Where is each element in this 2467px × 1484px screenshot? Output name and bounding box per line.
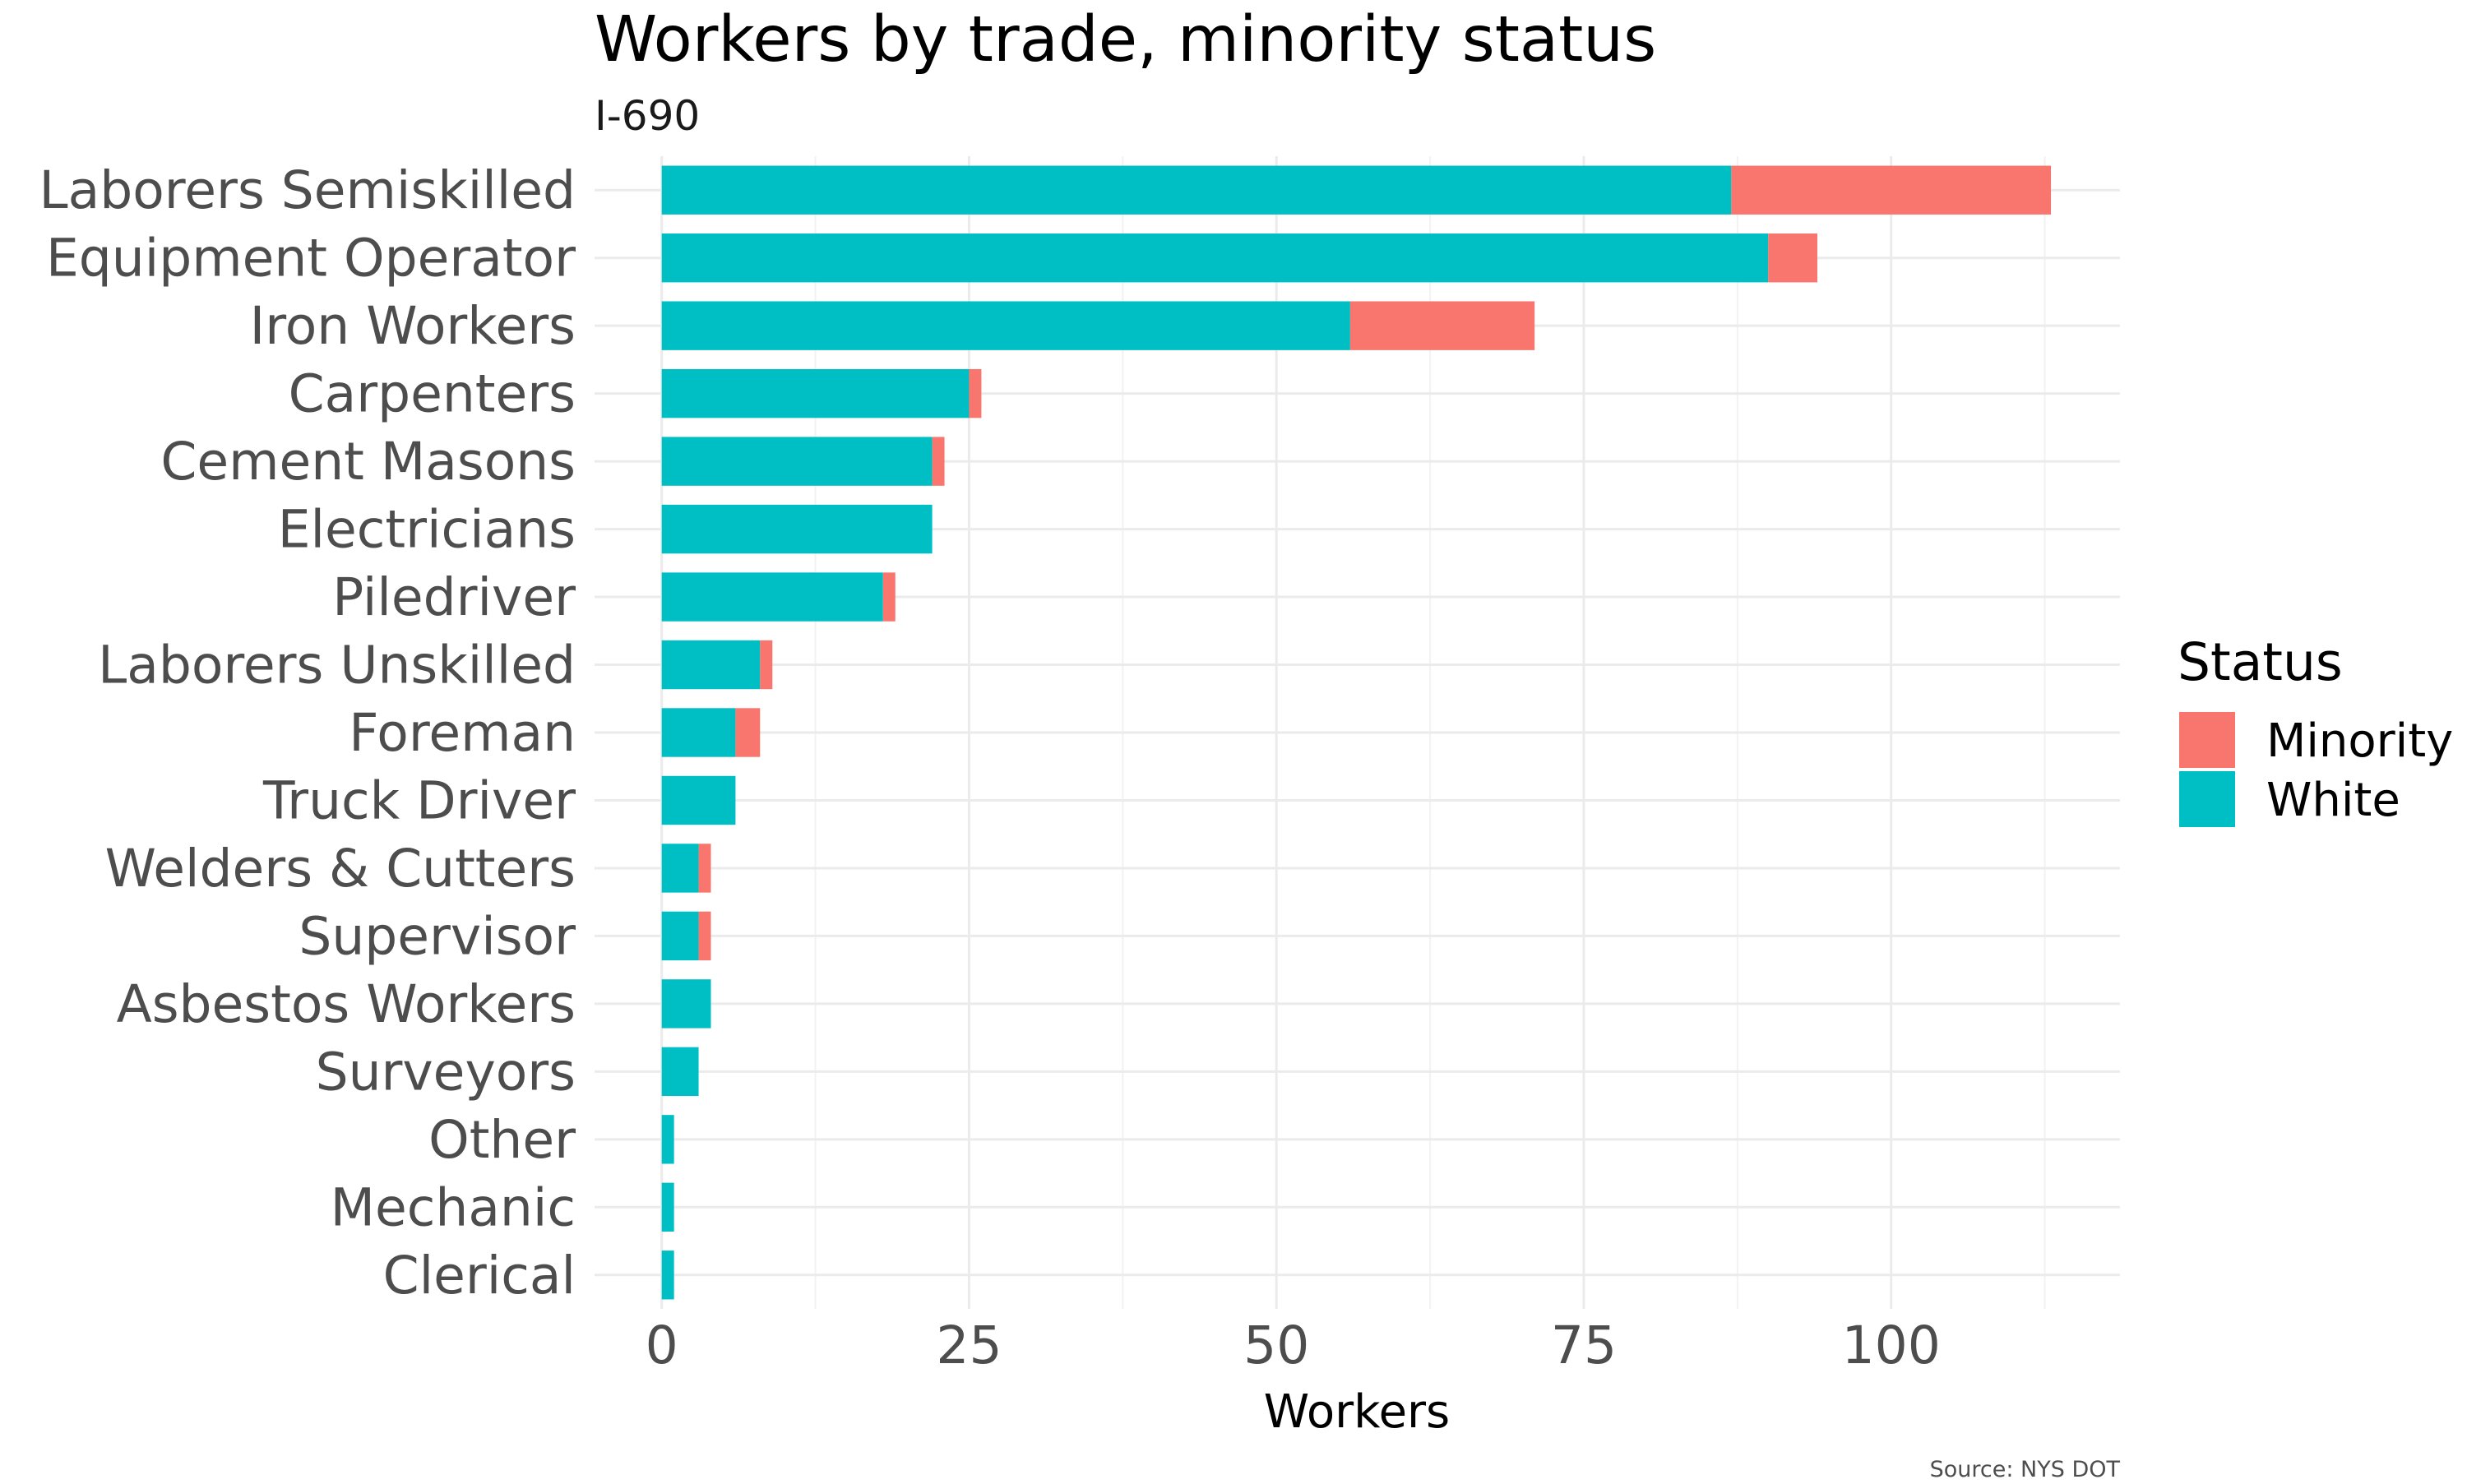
category-label-piledriver: Piledriver [332, 567, 576, 627]
bars [661, 165, 2052, 1300]
bar-white-foreman [661, 708, 736, 757]
category-label-surveyors: Surveyors [316, 1042, 576, 1102]
bar-white-equipment-operator [661, 233, 1769, 283]
bar-white-mechanic [661, 1182, 674, 1232]
bar-minority-iron-workers [1349, 301, 1535, 350]
category-label-other: Other [428, 1110, 576, 1170]
category-label-truck-driver: Truck Driver [262, 770, 576, 830]
category-label-asbestos-workers: Asbestos Workers [117, 974, 576, 1034]
bar-minority-piledriver [882, 572, 896, 622]
category-label-foreman: Foreman [349, 703, 576, 763]
category-label-welders-and-cutters: Welders & Cutters [105, 839, 576, 899]
bar-white-asbestos-workers [661, 979, 711, 1029]
bar-white-piledriver [661, 572, 883, 622]
category-label-electricians: Electricians [278, 500, 576, 560]
category-label-mechanic: Mechanic [331, 1177, 576, 1237]
bar-minority-laborers-semiskilled [1731, 165, 2052, 215]
bar-minority-equipment-operator [1768, 233, 1817, 283]
x-tick-label: 0 [646, 1315, 678, 1375]
x-axis-title: Workers [1264, 1385, 1450, 1439]
bar-minority-welders-and-cutters [698, 844, 711, 893]
x-tick-label: 25 [936, 1315, 1002, 1375]
bar-white-iron-workers [661, 301, 1350, 350]
bar-white-supervisor [661, 911, 699, 961]
legend-label-white: White [2266, 774, 2400, 827]
legend: Status Minority White [2178, 632, 2453, 827]
category-label-equipment-operator: Equipment Operator [46, 229, 576, 289]
legend-key-white [2179, 771, 2235, 827]
chart-subtitle: I-690 [595, 92, 700, 140]
chart-title: Workers by trade, minority status [595, 3, 1656, 76]
category-label-cement-masons: Cement Masons [160, 432, 576, 492]
legend-label-minority: Minority [2266, 714, 2453, 768]
bar-white-laborers-semiskilled [661, 165, 1732, 215]
bar-white-electricians [661, 504, 933, 554]
bar-minority-carpenters [969, 368, 982, 418]
bar-white-laborers-unskilled [661, 640, 761, 690]
bar-white-surveyors [661, 1047, 699, 1097]
category-label-clerical: Clerical [383, 1246, 576, 1306]
category-label-laborers-semiskilled: Laborers Semiskilled [39, 160, 576, 220]
bar-white-truck-driver [661, 775, 736, 825]
x-axis-ticks: 0 25 50 75 100 [646, 1315, 1941, 1375]
category-labels: Laborers Semiskilled Equipment Operator Ir… [39, 160, 576, 1306]
category-label-carpenters: Carpenters [289, 364, 576, 424]
bar-white-carpenters [661, 368, 970, 418]
x-tick-label: 75 [1551, 1315, 1617, 1375]
category-label-laborers-unskilled: Laborers Unskilled [98, 636, 576, 696]
bar-minority-foreman [735, 708, 761, 757]
x-tick-label: 100 [1842, 1315, 1941, 1375]
source-caption: Source: NYS DOT [1930, 1457, 2121, 1480]
bar-minority-cement-masons [932, 437, 945, 486]
legend-key-minority [2179, 712, 2235, 768]
bar-white-clerical [661, 1251, 674, 1300]
bar-minority-laborers-unskilled [760, 640, 773, 690]
bar-white-other [661, 1115, 674, 1164]
legend-title: Status [2178, 632, 2343, 692]
bar-white-cement-masons [661, 437, 933, 486]
bar-minority-supervisor [698, 911, 711, 961]
x-tick-label: 50 [1243, 1315, 1309, 1375]
category-label-supervisor: Supervisor [299, 906, 576, 966]
category-label-iron-workers: Iron Workers [250, 296, 576, 356]
bar-white-welders-and-cutters [661, 844, 699, 893]
